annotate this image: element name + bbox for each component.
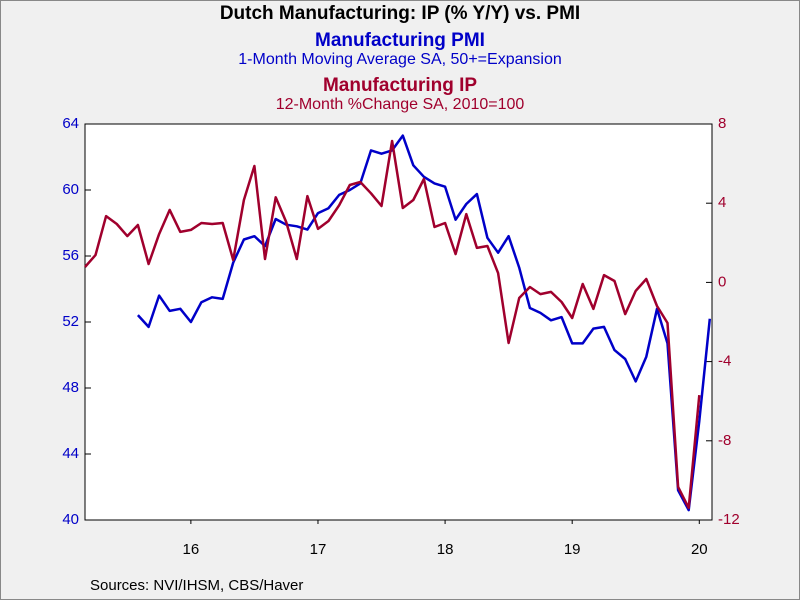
source-note: Sources: NVI/IHSM, CBS/Haver (90, 577, 303, 594)
y-tick-label: 48 (62, 379, 79, 396)
y2-tick-label: -4 (718, 353, 731, 370)
y-tick-label: 60 (62, 181, 79, 198)
chart-title: Dutch Manufacturing: IP (% Y/Y) vs. PMI (220, 3, 580, 24)
x-tick-label: 18 (437, 541, 454, 558)
y2-tick-label: 0 (718, 273, 726, 290)
y-tick-label: 44 (62, 445, 79, 462)
series-subtitle: 12-Month %Change SA, 2010=100 (276, 96, 525, 113)
x-tick-label: 17 (310, 541, 327, 558)
x-tick-label: 16 (183, 541, 200, 558)
series-line (136, 134, 712, 512)
y-tick-label: 56 (62, 247, 79, 264)
series-name: Manufacturing IP (323, 75, 477, 96)
x-tick-label: 19 (564, 541, 581, 558)
y-tick-label: 64 (62, 115, 79, 132)
series-subtitle: 1-Month Moving Average SA, 50+=Expansion (238, 51, 561, 68)
y-tick-label: 40 (62, 511, 79, 528)
y2-tick-label: -12 (718, 511, 740, 528)
y2-tick-label: -8 (718, 432, 731, 449)
y2-tick-label: 4 (718, 194, 726, 211)
x-tick-label: 20 (691, 541, 708, 558)
series-name: Manufacturing PMI (315, 30, 485, 51)
y-tick-label: 52 (62, 313, 79, 330)
series-line (84, 139, 701, 510)
y2-tick-label: 8 (718, 115, 726, 132)
